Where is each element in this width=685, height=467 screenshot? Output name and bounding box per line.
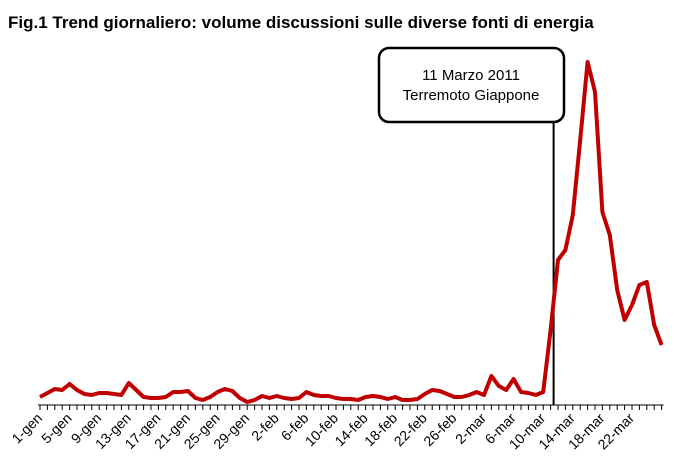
x-tick-label: 2-feb — [248, 410, 282, 444]
annotation-box — [377, 46, 566, 124]
plot-area: 1-gen5-gen9-gen13-gen17-gen21-gen25-gen2… — [8, 60, 664, 452]
data-line — [39, 60, 664, 404]
annotation-text: Terremoto Giappone — [403, 87, 540, 104]
x-tick-label: 2-mar — [452, 410, 489, 447]
x-tick-label: 5-gen — [38, 410, 75, 447]
annotation-text: 11 Marzo 2011 — [422, 67, 520, 84]
chart-title: Fig.1 Trend giornaliero: volume discussi… — [8, 13, 594, 32]
x-tick-label: 26-feb — [420, 410, 460, 450]
x-tick-label: 1-gen — [8, 410, 45, 447]
